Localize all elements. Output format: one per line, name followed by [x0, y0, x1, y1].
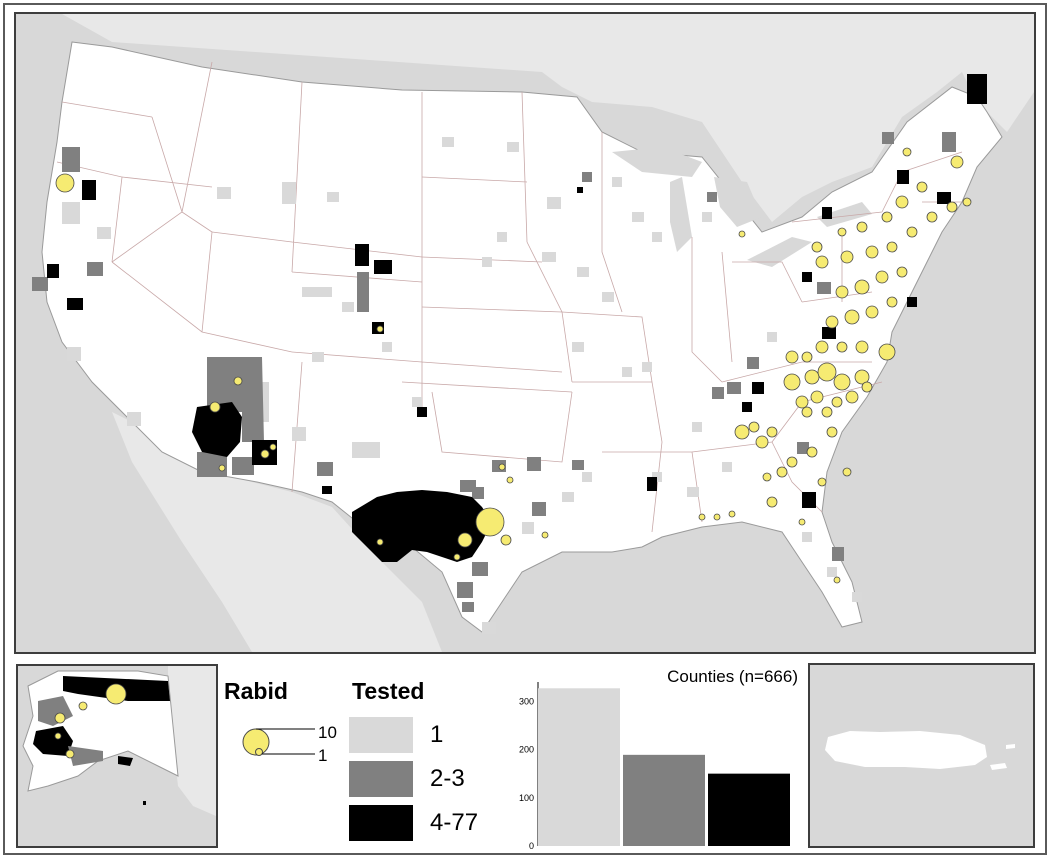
legend-rabid-title: Rabid: [224, 678, 288, 704]
legend-label-tested-1: 1: [430, 721, 444, 748]
puerto-rico-inset: [808, 663, 1035, 848]
bar-2-3: [623, 754, 705, 846]
legend-size-large-label: 10: [318, 723, 337, 742]
legend-label-tested-4-77: 4-77: [430, 809, 479, 836]
bar-4-77: [708, 773, 790, 846]
puerto-rico-map: [810, 665, 1033, 846]
legend-swatch-tested-1: [349, 717, 413, 753]
state-boundaries: [56, 61, 963, 533]
y-axis: 0 100 200 300: [519, 682, 539, 851]
counties-bar-chart: Counties (n=666) 0 100 200 300: [498, 660, 800, 852]
mexico-landmass: [112, 412, 442, 652]
y-tick-label: 300: [519, 696, 534, 706]
lake-michigan: [670, 177, 692, 252]
legend-swatch-tested-4-77: [349, 805, 413, 841]
lake-huron: [714, 177, 762, 227]
lake-superior: [612, 147, 702, 177]
bar-1: [538, 688, 620, 846]
alaska-map: [18, 666, 216, 846]
legend-tested-title: Tested: [352, 678, 425, 704]
lake-erie: [747, 237, 812, 267]
lake-ontario: [817, 202, 872, 227]
chart-title: Counties (n=666): [667, 667, 798, 686]
us-map: [16, 14, 1034, 652]
y-tick-label: 200: [519, 745, 534, 755]
alaska-inset: [16, 664, 218, 848]
legend-swatch-tested-2-3: [349, 761, 413, 797]
tested-counties: [32, 74, 987, 634]
legend-size-small-label: 1: [318, 746, 328, 765]
rabid-symbols: [55, 147, 972, 584]
main-map-panel: [14, 12, 1036, 654]
legend-label-tested-2-3: 2-3: [430, 765, 465, 792]
bar-chart-svg: Counties (n=666) 0 100 200 300: [519, 667, 798, 851]
canada-landmass: [62, 14, 1034, 222]
bars: [538, 688, 790, 846]
legend-rabid-size-symbol: [242, 728, 315, 756]
y-tick-label: 100: [519, 793, 534, 803]
y-tick-label: 0: [529, 841, 534, 851]
